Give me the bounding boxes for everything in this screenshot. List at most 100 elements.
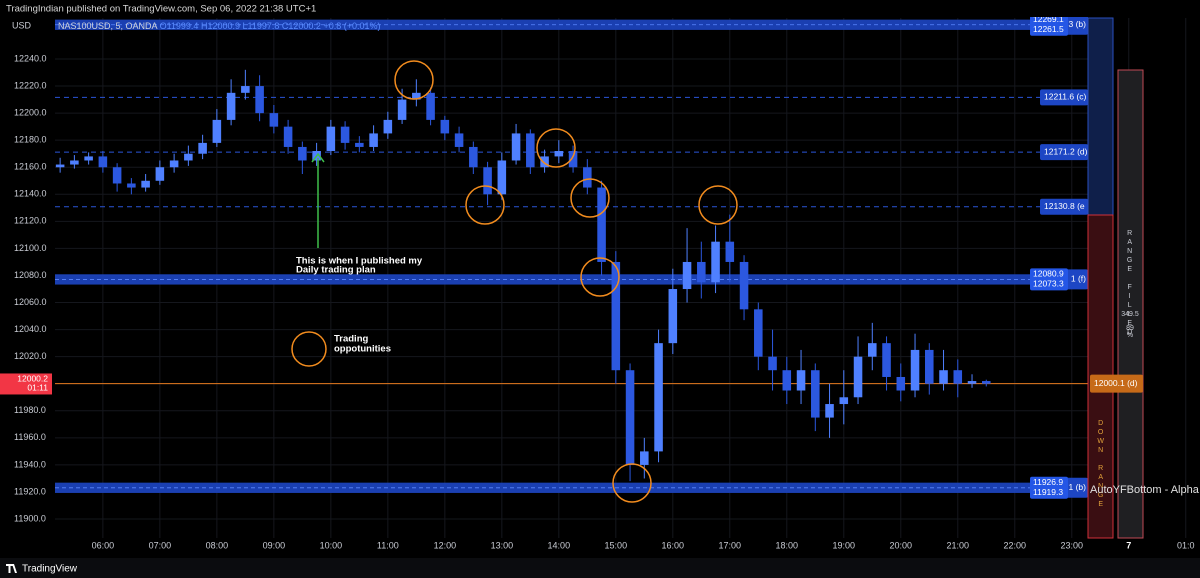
opportunity-circles <box>394 60 738 503</box>
candle-body <box>255 86 264 114</box>
change: +0.8 (+0.01%) <box>323 21 380 31</box>
circle <box>612 463 652 503</box>
candle-body <box>782 370 792 391</box>
y-tick-label: 11940.0 <box>14 459 46 469</box>
candle-body <box>540 156 549 168</box>
x-tick-label: 12:00 <box>434 540 457 550</box>
circle <box>465 185 505 225</box>
range-box <box>1087 17 1114 216</box>
candle-body <box>98 156 108 168</box>
currency: USD <box>12 20 32 30</box>
candle-body <box>169 160 179 168</box>
y-tick-label: 12220.0 <box>14 80 47 90</box>
current-price-box <box>0 373 52 395</box>
candle-body <box>697 261 706 283</box>
candle-body <box>839 397 849 405</box>
y-tick-label: 12200.0 <box>14 107 47 117</box>
candle-body <box>112 167 122 184</box>
level-label-box <box>1040 144 1088 161</box>
logo <box>6 564 17 573</box>
symbol: NAS100USD, 5, OANDA <box>58 21 158 31</box>
band-label: 12269.1 <box>1033 14 1064 24</box>
band-label: 11919.3 <box>1033 487 1063 497</box>
candle-body <box>355 142 364 147</box>
price-tag-box <box>1090 374 1143 393</box>
candle-body <box>326 126 336 152</box>
y-tick-label: 12020.0 <box>14 351 47 361</box>
open: O11999.4 <box>160 21 199 31</box>
header: TradingIndian published on TradingView.c… <box>6 4 316 15</box>
y-tick-label: 12140.0 <box>14 189 47 199</box>
x-tick-label: 08:00 <box>206 540 229 550</box>
candle-body <box>212 119 222 143</box>
current-price: 12000.2 <box>17 374 48 384</box>
x-tick-label: 23:00 <box>1060 540 1083 550</box>
candle-body <box>768 356 777 371</box>
low: L11997.8 <box>243 21 280 31</box>
x-tick-label: 09:00 <box>263 540 286 550</box>
band-tag: 1 (f) <box>1071 274 1086 284</box>
header-bar <box>0 0 1200 17</box>
range-percent-sign: % <box>1127 332 1133 339</box>
candle-body <box>298 146 307 161</box>
candles <box>55 69 991 482</box>
candle-body <box>70 160 79 165</box>
band-label: 11926.9 <box>1033 477 1063 487</box>
range-filled-label: RANGE FILLED <box>1126 230 1133 338</box>
candle-body <box>754 309 763 357</box>
candle-body <box>383 119 393 134</box>
candle-body <box>981 381 991 384</box>
x-tick-label: 7 <box>1126 540 1131 550</box>
candle-body <box>127 183 136 188</box>
candle-body <box>497 160 507 195</box>
circle <box>570 178 610 218</box>
candle-body <box>155 167 165 181</box>
high: H12000.9 <box>201 21 240 31</box>
x-tick-label: 14:00 <box>548 540 571 550</box>
band-label: 12080.9 <box>1033 269 1064 279</box>
symbol-legend: NAS100USD, 5, OANDA O11999.4 H12000.9 L1… <box>58 21 381 31</box>
annotation-line: Daily trading plan <box>296 265 376 276</box>
candle-body <box>668 289 678 344</box>
x-tick-label: 16:00 <box>662 540 685 550</box>
x-tick-label: 22:00 <box>1004 540 1027 550</box>
candle-body <box>526 133 535 168</box>
y-tick-label: 12080.0 <box>14 270 47 280</box>
band-label-box <box>1030 476 1068 499</box>
candle-body <box>925 349 934 384</box>
band <box>55 19 1032 30</box>
candle-body <box>184 153 193 161</box>
candle-body <box>454 133 464 147</box>
x-tick-label: 18:00 <box>776 540 799 550</box>
y-tick-label: 12060.0 <box>14 297 47 307</box>
level-label-box <box>1040 89 1088 106</box>
price-tag: 12000.1 (d) <box>1094 378 1138 388</box>
x-tick-label: 07:00 <box>149 540 172 550</box>
candle-body <box>340 126 350 143</box>
x-tick-label: 01:0 <box>1177 540 1195 550</box>
x-tick-label: 11:00 <box>377 540 399 550</box>
candle-body <box>84 156 93 161</box>
candle-body <box>896 376 906 391</box>
candle-body <box>811 370 820 418</box>
x-tick-label: 10:00 <box>320 540 343 550</box>
candle-body <box>711 241 720 283</box>
candle-body <box>511 133 521 161</box>
y-tick-label: 12240.0 <box>14 53 47 63</box>
candle-body <box>939 370 948 384</box>
candle-body <box>440 119 450 134</box>
x-tick-label: 17:00 <box>719 540 742 550</box>
level-label: 12211.6 (c) <box>1044 92 1087 102</box>
y-tick-label: 12040.0 <box>14 324 47 334</box>
band-label: 12073.3 <box>1033 279 1064 289</box>
candle-body <box>412 92 421 100</box>
circle <box>580 257 620 297</box>
y-tick-label: 11980.0 <box>14 405 46 415</box>
x-tick-label: 06:00 <box>92 540 115 550</box>
range-percent: 89 <box>1126 325 1134 332</box>
candle-body <box>739 261 749 310</box>
y-tick-label: 11900.0 <box>14 513 46 523</box>
candle-body <box>640 451 649 465</box>
candle-body <box>611 261 621 371</box>
